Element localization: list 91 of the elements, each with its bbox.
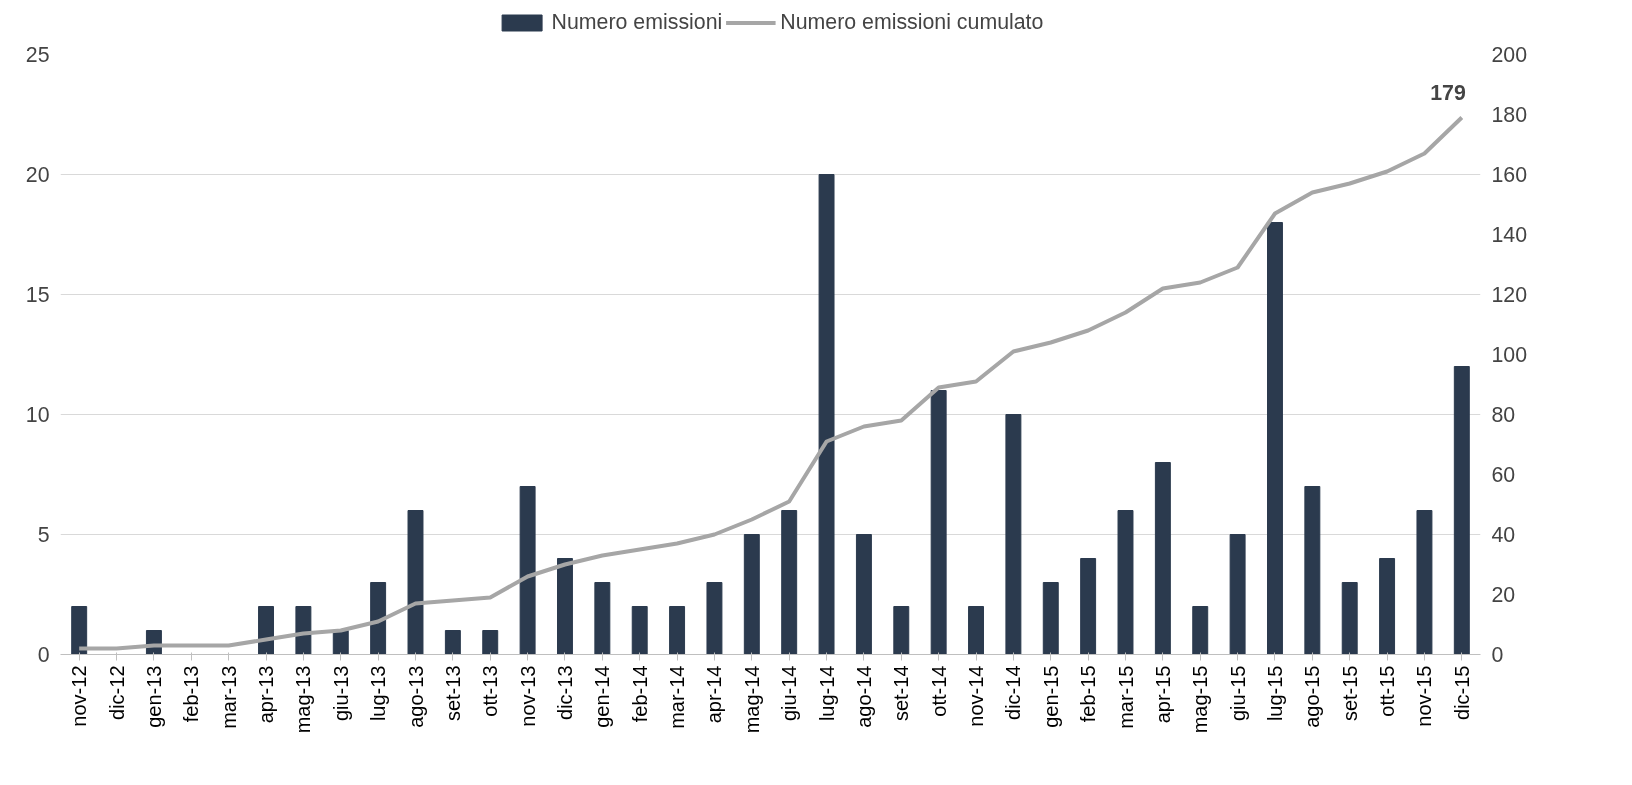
x-tick-label: feb-13 — [180, 665, 203, 723]
x-tick-label: nov-14 — [965, 665, 988, 727]
bar — [1453, 366, 1470, 655]
bar — [968, 606, 984, 655]
legend-label: Numero emissioni cumulato — [780, 9, 1044, 35]
y2-tick-label: 20 — [1491, 583, 1516, 607]
x-tick-label: lug-14 — [815, 665, 838, 722]
bar — [1229, 534, 1246, 655]
bar — [1379, 558, 1396, 655]
x-tick-label: nov-13 — [516, 665, 539, 727]
x-tick-label: dic-13 — [553, 665, 576, 720]
x-tick-label: feb-15 — [1077, 665, 1100, 723]
y2-tick-label: 40 — [1491, 523, 1516, 547]
x-tick-label: apr-13 — [255, 665, 278, 724]
bar — [1192, 606, 1209, 655]
y2-tick-label: 60 — [1491, 463, 1516, 487]
bar — [444, 630, 461, 655]
bar — [743, 534, 760, 655]
x-tick-label: ago-14 — [852, 665, 875, 728]
bar — [706, 582, 723, 655]
x-tick-label: set-13 — [441, 665, 464, 722]
x-tick-label: lug-15 — [1263, 665, 1286, 722]
bar — [893, 606, 910, 655]
bar — [1005, 414, 1022, 655]
y-tick-label: 0 — [37, 643, 50, 667]
bar — [71, 606, 88, 655]
x-tick-label: dic-15 — [1450, 665, 1473, 720]
x-tick-label: feb-14 — [628, 665, 651, 723]
bar — [669, 606, 686, 655]
bar — [1267, 222, 1283, 655]
y2-tick-label: 180 — [1491, 103, 1528, 127]
x-tick-label: ott-13 — [479, 665, 502, 717]
y2-tick-label: 120 — [1491, 283, 1528, 307]
y-tick-label: 25 — [25, 43, 50, 67]
bar — [1341, 582, 1358, 655]
x-tick-label: giu-15 — [1226, 665, 1249, 722]
x-tick-label: mag-15 — [1189, 665, 1212, 734]
y2-tick-label: 160 — [1491, 163, 1528, 187]
x-tick-label: ott-14 — [927, 665, 950, 717]
bar — [1080, 558, 1097, 655]
x-tick-label: gen-13 — [142, 665, 165, 728]
bar — [557, 558, 573, 655]
x-tick-label: dic-12 — [105, 665, 128, 720]
x-tick-label: ott-15 — [1376, 665, 1399, 717]
x-tick-label: set-14 — [890, 665, 913, 722]
bar — [482, 630, 499, 655]
x-tick-label: mar-13 — [217, 665, 240, 729]
y2-tick-label: 200 — [1491, 43, 1528, 67]
bar — [781, 510, 798, 655]
x-tick-label: gen-15 — [1039, 665, 1062, 728]
x-tick-label: mar-14 — [666, 665, 689, 729]
bar — [258, 606, 274, 655]
x-tick-label: dic-14 — [1002, 665, 1025, 720]
x-tick-label: apr-15 — [1151, 665, 1174, 724]
bar — [519, 486, 536, 655]
x-tick-label: lug-13 — [367, 665, 390, 722]
bar — [407, 510, 424, 655]
annotation: 179 — [1430, 80, 1466, 105]
y2-tick-label: 80 — [1491, 403, 1516, 427]
bar — [1304, 486, 1321, 655]
x-tick-label: gen-14 — [591, 665, 614, 728]
line-series — [77, 115, 1464, 651]
y-tick-label: 5 — [37, 523, 50, 547]
bar — [370, 582, 387, 655]
x-tick-label: mag-13 — [292, 665, 315, 734]
x-tick-label: nov-12 — [68, 665, 91, 727]
bar — [1042, 582, 1059, 655]
bar — [631, 606, 648, 655]
bar — [594, 582, 611, 655]
bar — [1154, 462, 1171, 655]
y2-tick-label: 100 — [1491, 343, 1528, 367]
legend-label: Numero emissioni — [551, 9, 723, 35]
x-tick-label: apr-14 — [703, 665, 726, 724]
y-tick-label: 20 — [25, 163, 50, 187]
y-tick-label: 15 — [25, 283, 50, 307]
x-tick-label: ago-15 — [1301, 665, 1324, 728]
bar — [1416, 510, 1433, 655]
x-tick-label: nov-15 — [1413, 665, 1436, 727]
x-tick-label: mag-14 — [740, 665, 763, 734]
bar — [855, 534, 872, 655]
y-tick-label: 10 — [25, 403, 50, 427]
y2-tick-label: 140 — [1491, 223, 1528, 247]
bar — [930, 390, 947, 655]
x-tick-label: ago-13 — [404, 665, 427, 728]
bar — [1117, 510, 1134, 655]
bar — [818, 174, 835, 655]
x-tick-label: giu-13 — [329, 665, 352, 722]
x-tick-label: mar-15 — [1114, 665, 1137, 729]
x-tick-label: giu-14 — [778, 665, 801, 722]
y2-tick-label: 0 — [1491, 643, 1504, 667]
x-tick-label: set-15 — [1338, 665, 1361, 722]
